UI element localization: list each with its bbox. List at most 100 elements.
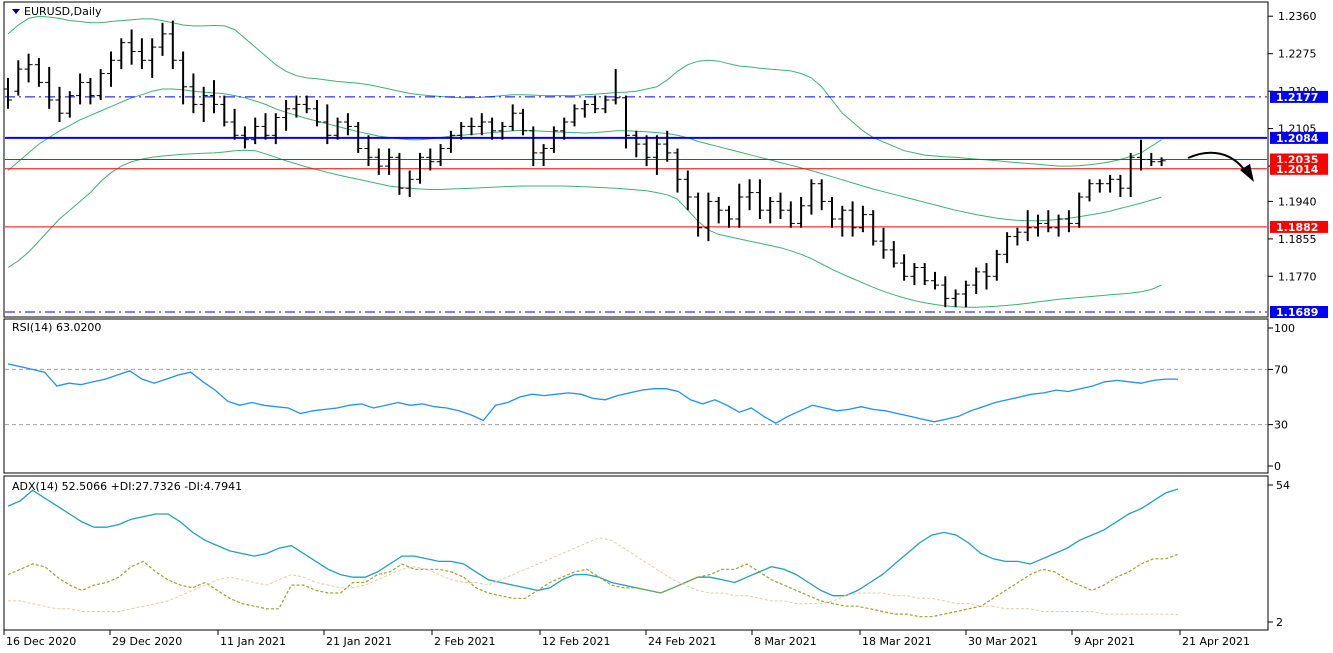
ohlc-bar [127,29,136,65]
bollinger-upper [7,15,1162,167]
date-tick-label: 2 Feb 2021 [434,635,495,648]
ohlc-bar [920,263,929,286]
level-label: 1.1689 [1276,306,1318,319]
ohlc-bar [271,113,280,145]
price-tick-label: 1.1770 [1278,270,1317,283]
forecast-arrow [1187,151,1254,182]
minus-di-line [8,537,1179,616]
level-label-box [1270,90,1328,103]
ohlc-bar [395,152,404,195]
ohlc-bar [529,126,538,167]
ohlc-bar [1137,139,1145,171]
ohlc-bar [745,179,754,211]
level-label: 1.2177 [1276,91,1318,104]
ohlc-bar [632,130,641,158]
date-tick-label: 11 Jan 2021 [220,635,286,648]
ohlc-bar [817,179,826,211]
ohlc-bar [1095,179,1104,193]
ohlc-bar [240,126,249,149]
ohlc-bar [1157,157,1166,167]
ohlc-bar [4,77,12,109]
ohlc-bar [323,104,332,145]
ohlc-bar [446,130,455,153]
ohlc-bar [591,95,600,114]
ohlc-bar [828,197,836,228]
ohlc-bar [1085,179,1094,202]
price-tick-label: 1.2275 [1278,48,1317,61]
ohlc-bar [96,69,105,100]
ohlc-bar [807,179,816,215]
ohlc-bar [858,205,867,233]
bollinger-bands [7,15,1162,308]
ohlc-bar [622,95,630,149]
ohlc-bar [24,53,33,83]
date-tick-label: 29 Dec 2020 [112,635,182,648]
ohlc-bar [1116,174,1125,197]
ohlc-bar [107,51,115,87]
adx-line [7,488,1179,597]
ohlc-bar [560,117,569,140]
ohlc-bar [889,241,898,268]
ohlc-bar [1034,214,1042,237]
symbol-title: EURUSD,Daily [24,5,102,18]
ohlc-bar [354,122,363,153]
ohlc-bar [179,51,188,105]
ohlc-bar [549,126,558,153]
ohlc-bar [220,95,229,127]
ohlc-bar [210,80,218,114]
plus-di-line [7,553,1179,618]
ohlc-bar [755,179,764,219]
date-tick-label: 9 Apr 2021 [1074,635,1135,648]
ohlc-bar [261,113,270,140]
ohlc-bar [14,60,23,96]
ohlc-bar [343,113,352,136]
ohlc-bar [570,104,579,127]
ohlc-bar [230,108,239,140]
date-tick-label: 18 Mar 2021 [862,635,932,648]
ohlc-bar [467,117,476,136]
date-tick-label: 16 Dec 2020 [6,635,76,648]
ohlc-bar [673,148,682,193]
ohlc-bar [55,86,64,122]
ohlc-bar [86,77,95,105]
price-tick-label: 1.1940 [1278,195,1317,208]
level-label-box [1270,153,1328,166]
rsi-tick-label: 30 [1274,419,1288,432]
forecast-arrow-head [1240,164,1254,182]
ohlc-bar [1003,232,1012,264]
ohlc-bar [1054,214,1063,237]
ohlc-bar [652,135,661,175]
rsi-line [7,363,1178,424]
forecast-arrow-curve [1187,151,1247,173]
rsi-tick-label: 0 [1274,460,1281,473]
ohlc-bar [333,117,342,140]
ohlc-bar [1064,210,1073,233]
triangle-down-icon [12,9,20,14]
price-tick-label: 1.1855 [1278,233,1317,246]
ohlc-bar [725,205,733,228]
bollinger-middle [7,88,1162,222]
ohlc-bar [65,91,74,118]
ohlc-bar [477,113,486,136]
bollinger-lower [7,149,1162,308]
ohlc-bar [282,100,291,131]
ohlc-bar [158,22,167,56]
ohlc-bar [766,197,775,224]
ohlc-bar [488,117,497,140]
level-label-box [1270,306,1328,318]
ohlc-bar [313,100,321,127]
adx-tick-label: 54 [1276,479,1290,492]
ohlc-bar [292,95,301,118]
date-tick-label: 24 Feb 2021 [648,635,716,648]
ohlc-bar [683,170,692,211]
ohlc-bar [972,267,981,294]
ohlc-bar [848,201,857,237]
ohlc-bar [786,201,795,228]
date-tick-label: 8 Mar 2021 [754,635,817,648]
ohlc-bar [1044,210,1053,233]
ohlc-bar [251,117,260,145]
